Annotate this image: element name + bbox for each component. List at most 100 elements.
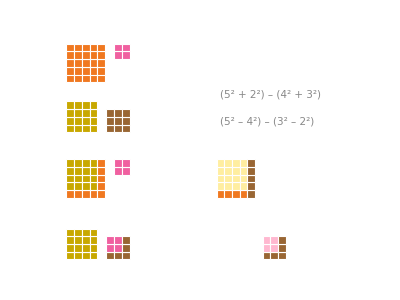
Bar	[66, 124, 74, 132]
Bar	[74, 67, 82, 74]
Bar	[82, 67, 90, 74]
Bar	[90, 44, 97, 51]
Bar	[240, 190, 247, 198]
Bar	[74, 74, 82, 82]
Bar	[66, 59, 74, 67]
Bar	[74, 117, 82, 124]
Bar	[216, 159, 224, 167]
Bar	[216, 167, 224, 175]
Bar	[90, 51, 97, 59]
Bar	[97, 59, 105, 67]
Bar	[82, 51, 90, 59]
Bar	[114, 124, 122, 132]
Bar	[270, 236, 278, 244]
Bar	[122, 244, 130, 252]
Bar	[90, 236, 97, 244]
Bar	[106, 244, 114, 252]
Bar	[232, 175, 240, 182]
Bar	[66, 109, 74, 117]
Bar	[74, 59, 82, 67]
Bar	[90, 190, 97, 198]
Bar	[82, 167, 90, 175]
Bar	[74, 109, 82, 117]
Bar	[106, 236, 114, 244]
Bar	[247, 167, 255, 175]
Bar	[82, 244, 90, 252]
Bar	[278, 244, 286, 252]
Bar	[90, 244, 97, 252]
Bar	[74, 159, 82, 167]
Bar	[97, 182, 105, 190]
Bar	[263, 244, 270, 252]
Text: (5² – 4²) – (3² – 2²): (5² – 4²) – (3² – 2²)	[220, 117, 315, 127]
Bar	[224, 167, 232, 175]
Bar	[240, 175, 247, 182]
Bar	[224, 182, 232, 190]
Bar	[247, 159, 255, 167]
Bar	[247, 182, 255, 190]
Bar	[97, 44, 105, 51]
Bar	[224, 190, 232, 198]
Bar	[82, 236, 90, 244]
Bar	[97, 190, 105, 198]
Bar	[122, 124, 130, 132]
Bar	[66, 244, 74, 252]
Bar	[114, 236, 122, 244]
Bar	[232, 167, 240, 175]
Bar	[240, 159, 247, 167]
Bar	[106, 124, 114, 132]
Bar	[122, 252, 130, 259]
Bar	[82, 59, 90, 67]
Bar	[122, 51, 130, 59]
Bar	[97, 74, 105, 82]
Bar	[216, 190, 224, 198]
Bar	[82, 159, 90, 167]
Bar	[90, 67, 97, 74]
Bar	[216, 175, 224, 182]
Bar	[74, 236, 82, 244]
Bar	[82, 74, 90, 82]
Bar	[114, 44, 122, 51]
Bar	[97, 175, 105, 182]
Bar	[90, 124, 97, 132]
Bar	[240, 167, 247, 175]
Bar	[97, 67, 105, 74]
Bar	[74, 252, 82, 259]
Bar	[66, 229, 74, 236]
Bar	[66, 159, 74, 167]
Bar	[74, 124, 82, 132]
Bar	[240, 182, 247, 190]
Bar	[74, 51, 82, 59]
Bar	[90, 175, 97, 182]
Bar	[66, 67, 74, 74]
Bar	[66, 101, 74, 109]
Bar	[82, 229, 90, 236]
Bar	[97, 167, 105, 175]
Bar	[278, 252, 286, 259]
Bar	[114, 244, 122, 252]
Text: (5² + 2²) – (4² + 3²): (5² + 2²) – (4² + 3²)	[220, 90, 322, 100]
Bar	[90, 101, 97, 109]
Bar	[66, 182, 74, 190]
Bar	[74, 175, 82, 182]
Bar	[232, 159, 240, 167]
Bar	[66, 175, 74, 182]
Bar	[232, 190, 240, 198]
Bar	[74, 182, 82, 190]
Bar	[122, 44, 130, 51]
Bar	[114, 117, 122, 124]
Bar	[122, 236, 130, 244]
Bar	[97, 159, 105, 167]
Bar	[90, 229, 97, 236]
Bar	[90, 159, 97, 167]
Bar	[74, 190, 82, 198]
Bar	[247, 175, 255, 182]
Bar	[224, 159, 232, 167]
Bar	[90, 59, 97, 67]
Bar	[114, 109, 122, 117]
Bar	[247, 190, 255, 198]
Bar	[66, 51, 74, 59]
Bar	[82, 109, 90, 117]
Bar	[114, 51, 122, 59]
Bar	[114, 159, 122, 167]
